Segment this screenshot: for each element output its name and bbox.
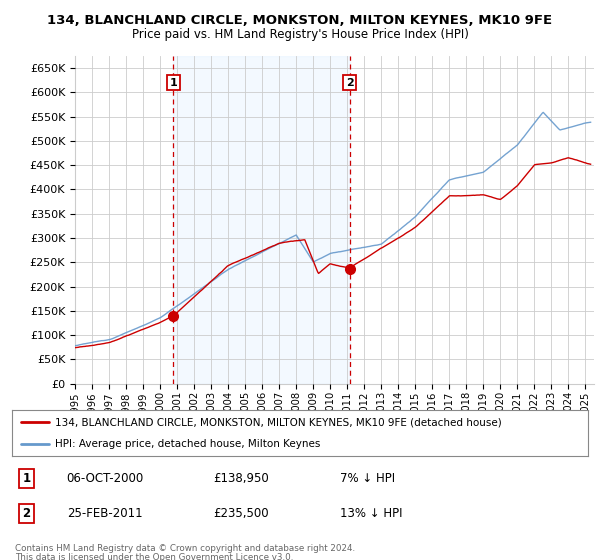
Text: £138,950: £138,950 (214, 472, 269, 485)
Text: 1: 1 (169, 78, 177, 88)
Text: 25-FEB-2011: 25-FEB-2011 (67, 507, 142, 520)
Text: £235,500: £235,500 (214, 507, 269, 520)
Text: 134, BLANCHLAND CIRCLE, MONKSTON, MILTON KEYNES, MK10 9FE (detached house): 134, BLANCHLAND CIRCLE, MONKSTON, MILTON… (55, 417, 502, 427)
Text: 06-OCT-2000: 06-OCT-2000 (67, 472, 144, 485)
Text: 134, BLANCHLAND CIRCLE, MONKSTON, MILTON KEYNES, MK10 9FE: 134, BLANCHLAND CIRCLE, MONKSTON, MILTON… (47, 14, 553, 27)
Text: 13% ↓ HPI: 13% ↓ HPI (340, 507, 403, 520)
Text: This data is licensed under the Open Government Licence v3.0.: This data is licensed under the Open Gov… (15, 553, 293, 560)
Text: Price paid vs. HM Land Registry's House Price Index (HPI): Price paid vs. HM Land Registry's House … (131, 28, 469, 41)
Text: 7% ↓ HPI: 7% ↓ HPI (340, 472, 395, 485)
Text: 2: 2 (22, 507, 31, 520)
Text: 2: 2 (346, 78, 353, 88)
Text: Contains HM Land Registry data © Crown copyright and database right 2024.: Contains HM Land Registry data © Crown c… (15, 544, 355, 553)
Bar (173, 56, 350, 384)
Text: 1: 1 (22, 472, 31, 485)
Text: HPI: Average price, detached house, Milton Keynes: HPI: Average price, detached house, Milt… (55, 440, 320, 450)
